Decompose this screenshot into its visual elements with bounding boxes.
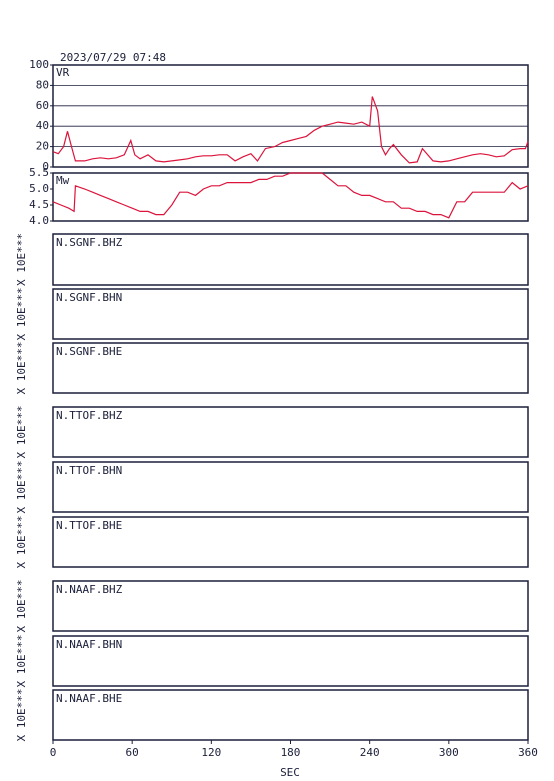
x-tick-label: 180	[281, 746, 301, 759]
panel-frame	[52, 172, 529, 222]
x-tick-label: 300	[439, 746, 459, 759]
panel-label: Mw	[56, 174, 70, 187]
y-axis-label: X 10E***	[15, 580, 28, 633]
y-tick-label: 4.5	[29, 198, 49, 211]
y-axis-label: X 10E***	[15, 461, 28, 514]
data-line	[52, 96, 529, 164]
panel-label: N.SGNF.BHZ	[56, 236, 123, 249]
data-line	[52, 172, 529, 219]
panel-label: N.TTOF.BHN	[56, 464, 122, 477]
panel-frame	[52, 635, 529, 687]
panel-label: N.NAAF.BHZ	[56, 583, 123, 596]
y-tick-label: 4.0	[29, 214, 49, 227]
y-tick-label: 60	[36, 99, 49, 112]
panel-label: N.TTOF.BHE	[56, 519, 122, 532]
x-tick-label: 0	[50, 746, 57, 759]
panel-frame	[52, 580, 529, 632]
x-tick-label: 60	[126, 746, 139, 759]
y-axis-label: X 10E***	[15, 342, 28, 395]
panel-frame	[52, 516, 529, 568]
panel-label: N.NAAF.BHN	[56, 638, 122, 651]
panel-frame	[52, 689, 529, 741]
y-axis-label: X 10E***	[15, 689, 28, 742]
y-tick-label: 40	[36, 119, 49, 132]
y-axis-label: X 10E***	[15, 516, 28, 569]
panel-frame	[52, 288, 529, 340]
y-tick-label: 5.5	[29, 166, 49, 179]
panel-frame	[52, 342, 529, 394]
y-tick-label: 100	[29, 58, 49, 71]
x-tick-label: 120	[201, 746, 221, 759]
y-tick-label: 80	[36, 78, 49, 91]
panel-frame	[52, 461, 529, 513]
panel-label: N.SGNF.BHN	[56, 291, 122, 304]
panel-frame	[52, 64, 529, 168]
title: 2023/07/29 07:48	[60, 51, 166, 64]
y-axis-label: X 10E***	[15, 233, 28, 286]
panel-label: N.NAAF.BHE	[56, 692, 122, 705]
x-axis-label: SEC	[280, 766, 300, 779]
y-axis-label: X 10E***	[15, 288, 28, 341]
panel-frame	[52, 406, 529, 458]
y-axis-label: X 10E***	[15, 406, 28, 459]
panel-label: N.SGNF.BHE	[56, 345, 122, 358]
panel-label: N.TTOF.BHZ	[56, 409, 123, 422]
y-tick-label: 20	[36, 140, 49, 153]
y-tick-label: 5.0	[29, 182, 49, 195]
y-axis-label: X 10E***	[15, 635, 28, 688]
y-tick-label: 0	[42, 160, 49, 173]
x-tick-label: 360	[518, 746, 538, 759]
x-tick-label: 240	[360, 746, 380, 759]
panel-label: VR	[56, 66, 70, 79]
panel-frame	[52, 233, 529, 286]
